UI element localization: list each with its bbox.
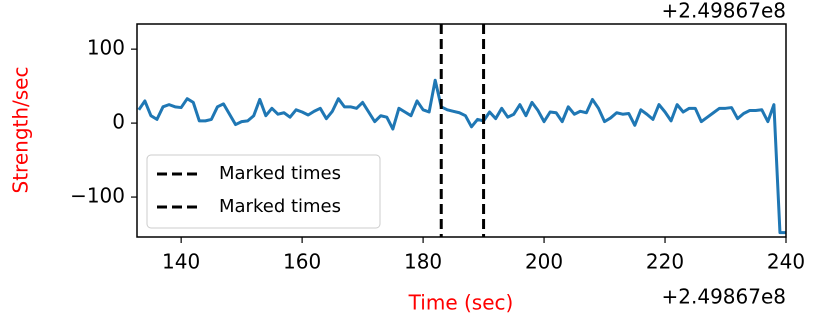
x-axis-label: Time (sec) xyxy=(408,291,514,315)
legend-label: Marked times xyxy=(219,196,341,217)
y-tick-label: 0 xyxy=(112,110,125,134)
x-tick-label: 180 xyxy=(404,250,442,274)
y-tick-label: −100 xyxy=(70,184,125,208)
data-line xyxy=(137,78,786,235)
x-tick-label: 160 xyxy=(283,250,321,274)
y-tick-label: 100 xyxy=(87,36,125,60)
axes-frame xyxy=(136,23,787,238)
x-tick-label: 240 xyxy=(767,250,805,274)
legend-label: Marked times xyxy=(219,163,341,184)
y-axis-label: Strength/sec xyxy=(9,67,33,194)
x-tick-label: 200 xyxy=(525,250,563,274)
legend-box xyxy=(146,154,381,229)
x-offset-text: +2.49867e8 xyxy=(662,0,787,23)
x-offset-text: +2.49867e8 xyxy=(662,285,787,309)
x-tick-label: 140 xyxy=(162,250,200,274)
x-tick-label: 220 xyxy=(646,250,684,274)
